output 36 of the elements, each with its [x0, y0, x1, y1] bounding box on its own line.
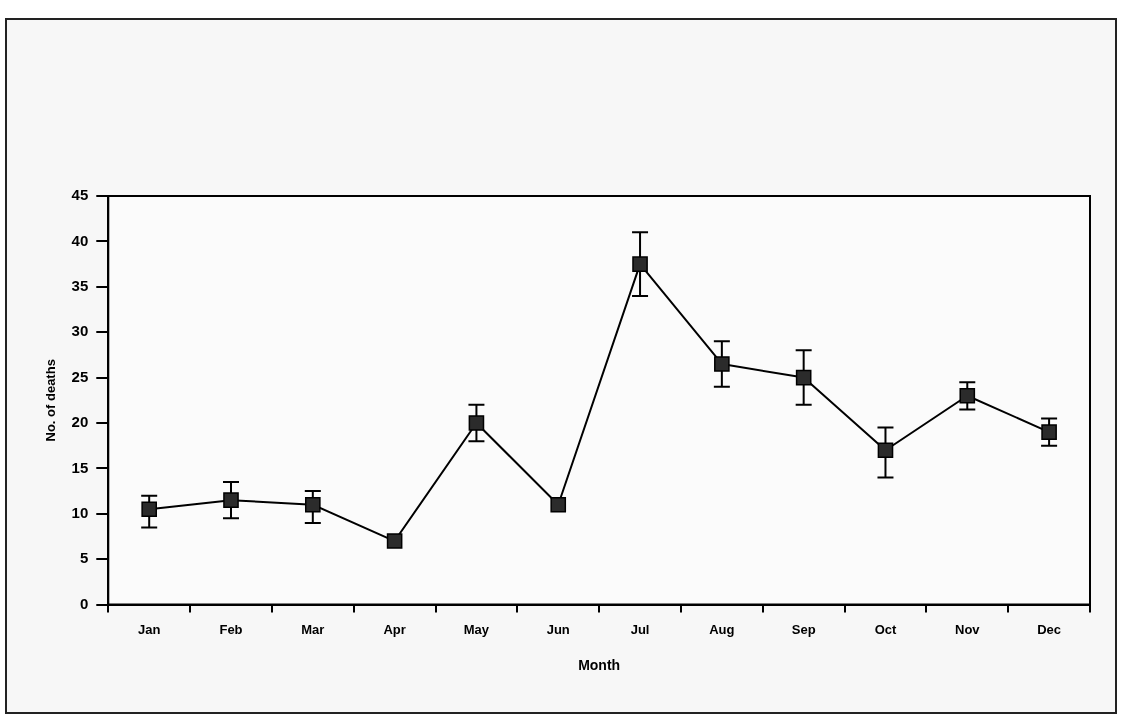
x-tick-label: Feb: [219, 621, 243, 637]
x-tick-label: May: [463, 621, 490, 637]
y-tick-label: 35: [71, 276, 89, 294]
y-tick-label: 0: [79, 594, 89, 612]
y-tick-label: 20: [71, 413, 89, 431]
x-tick-label: Jun: [546, 621, 570, 637]
x-tick-label: Aug: [709, 621, 735, 637]
x-tick-label: Sep: [791, 621, 816, 637]
point: [632, 256, 648, 272]
y-tick-label: 40: [71, 231, 89, 249]
point: [877, 442, 894, 459]
x-tick-label: Jul: [630, 621, 650, 637]
point: [959, 387, 976, 404]
y-tick-label: 30: [71, 322, 89, 340]
y-tick-label: 25: [71, 367, 89, 385]
x-tick-label: Apr: [383, 621, 406, 637]
x-tick-label: Dec: [1037, 621, 1062, 637]
y-axis-title: No. of deaths: [43, 359, 59, 442]
point: [141, 501, 158, 518]
point: [714, 356, 730, 372]
x-tick-label: Jan: [137, 621, 161, 637]
x-tick-label: Mar: [301, 621, 325, 637]
y-tick-label: 45: [71, 186, 89, 204]
y-tick-label: 15: [71, 458, 89, 476]
point: [304, 496, 321, 513]
point: [223, 492, 239, 508]
point: [795, 369, 812, 386]
point: [1041, 424, 1057, 440]
point: [550, 496, 567, 513]
y-tick-label: 5: [79, 549, 89, 567]
x-axis-title: Month: [578, 657, 621, 674]
x-tick-label: Oct: [874, 621, 897, 637]
y-tick-label: 10: [71, 503, 89, 521]
x-tick-label: Nov: [955, 621, 981, 637]
point: [386, 533, 403, 549]
point: [468, 415, 485, 431]
